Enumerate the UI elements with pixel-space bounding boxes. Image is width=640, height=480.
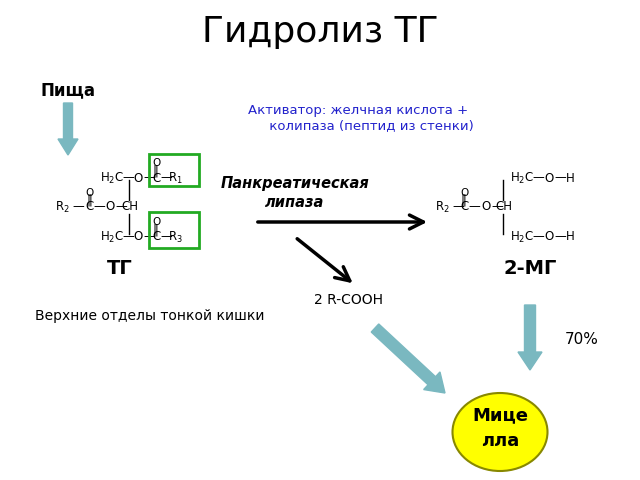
- Text: $\mathregular{H_2C}$: $\mathregular{H_2C}$: [510, 170, 534, 186]
- Text: ‖: ‖: [86, 193, 92, 206]
- Text: —: —: [122, 230, 134, 243]
- Text: —: —: [532, 230, 544, 243]
- Text: H: H: [566, 171, 575, 184]
- Text: —: —: [452, 201, 464, 214]
- Text: O: O: [481, 201, 490, 214]
- Text: O: O: [544, 230, 553, 243]
- Text: 2-МГ: 2-МГ: [503, 259, 557, 277]
- Text: $\mathregular{H_2C}$: $\mathregular{H_2C}$: [100, 229, 124, 244]
- Text: —: —: [143, 171, 155, 184]
- Text: O: O: [133, 230, 142, 243]
- Text: Активатор: желчная кислота +
     колипаза (пептид из стенки): Активатор: желчная кислота + колипаза (п…: [248, 104, 474, 132]
- Text: C: C: [85, 201, 93, 214]
- Bar: [149, 212, 199, 248]
- Text: ТГ: ТГ: [107, 259, 133, 277]
- Text: —: —: [554, 230, 566, 243]
- Text: O: O: [105, 201, 115, 214]
- Text: —: —: [143, 230, 155, 243]
- Text: —: —: [554, 171, 566, 184]
- Text: C: C: [460, 201, 468, 214]
- Text: ‖: ‖: [461, 193, 467, 206]
- Text: H: H: [566, 230, 575, 243]
- Bar: [149, 154, 199, 186]
- Text: —: —: [115, 201, 127, 214]
- Text: O: O: [544, 171, 553, 184]
- Text: $\mathregular{H_2C}$: $\mathregular{H_2C}$: [510, 229, 534, 244]
- Text: Гидролиз ТГ: Гидролиз ТГ: [202, 15, 438, 49]
- Text: $\mathregular{H_2C}$: $\mathregular{H_2C}$: [100, 170, 124, 186]
- Text: Мице
лла: Мице лла: [472, 406, 528, 450]
- Text: O: O: [152, 158, 160, 168]
- Text: $\mathregular{R_1}$: $\mathregular{R_1}$: [168, 170, 183, 186]
- Text: CH: CH: [121, 201, 138, 214]
- Text: C: C: [152, 230, 160, 243]
- Text: C: C: [152, 171, 160, 184]
- Text: $\mathregular{R_2}$: $\mathregular{R_2}$: [435, 200, 450, 215]
- Text: $\mathregular{R_2}$: $\mathregular{R_2}$: [55, 200, 70, 215]
- Text: —: —: [532, 171, 544, 184]
- Text: —: —: [468, 201, 480, 214]
- Text: —: —: [72, 201, 84, 214]
- Text: O: O: [85, 188, 93, 198]
- Text: —: —: [93, 201, 105, 214]
- FancyArrow shape: [371, 324, 445, 393]
- Text: O: O: [152, 217, 160, 227]
- Text: ‖: ‖: [153, 224, 159, 237]
- Text: CH: CH: [495, 201, 512, 214]
- Text: 70%: 70%: [565, 333, 599, 348]
- Ellipse shape: [452, 393, 547, 471]
- Text: —: —: [491, 201, 503, 214]
- Text: Верхние отделы тонкой кишки: Верхние отделы тонкой кишки: [35, 309, 264, 323]
- Text: Панкреатическая
липаза: Панкреатическая липаза: [221, 176, 369, 210]
- Text: O: O: [133, 171, 142, 184]
- Text: O: O: [460, 188, 468, 198]
- Text: —: —: [160, 230, 172, 243]
- FancyArrow shape: [518, 305, 542, 370]
- Text: 2 R-COOH: 2 R-COOH: [314, 293, 383, 307]
- Text: —: —: [160, 171, 172, 184]
- Text: Пища: Пища: [40, 81, 95, 99]
- Text: $\mathregular{R_3}$: $\mathregular{R_3}$: [168, 229, 183, 244]
- FancyArrow shape: [58, 103, 78, 155]
- Text: —: —: [122, 171, 134, 184]
- Text: ‖: ‖: [153, 165, 159, 178]
